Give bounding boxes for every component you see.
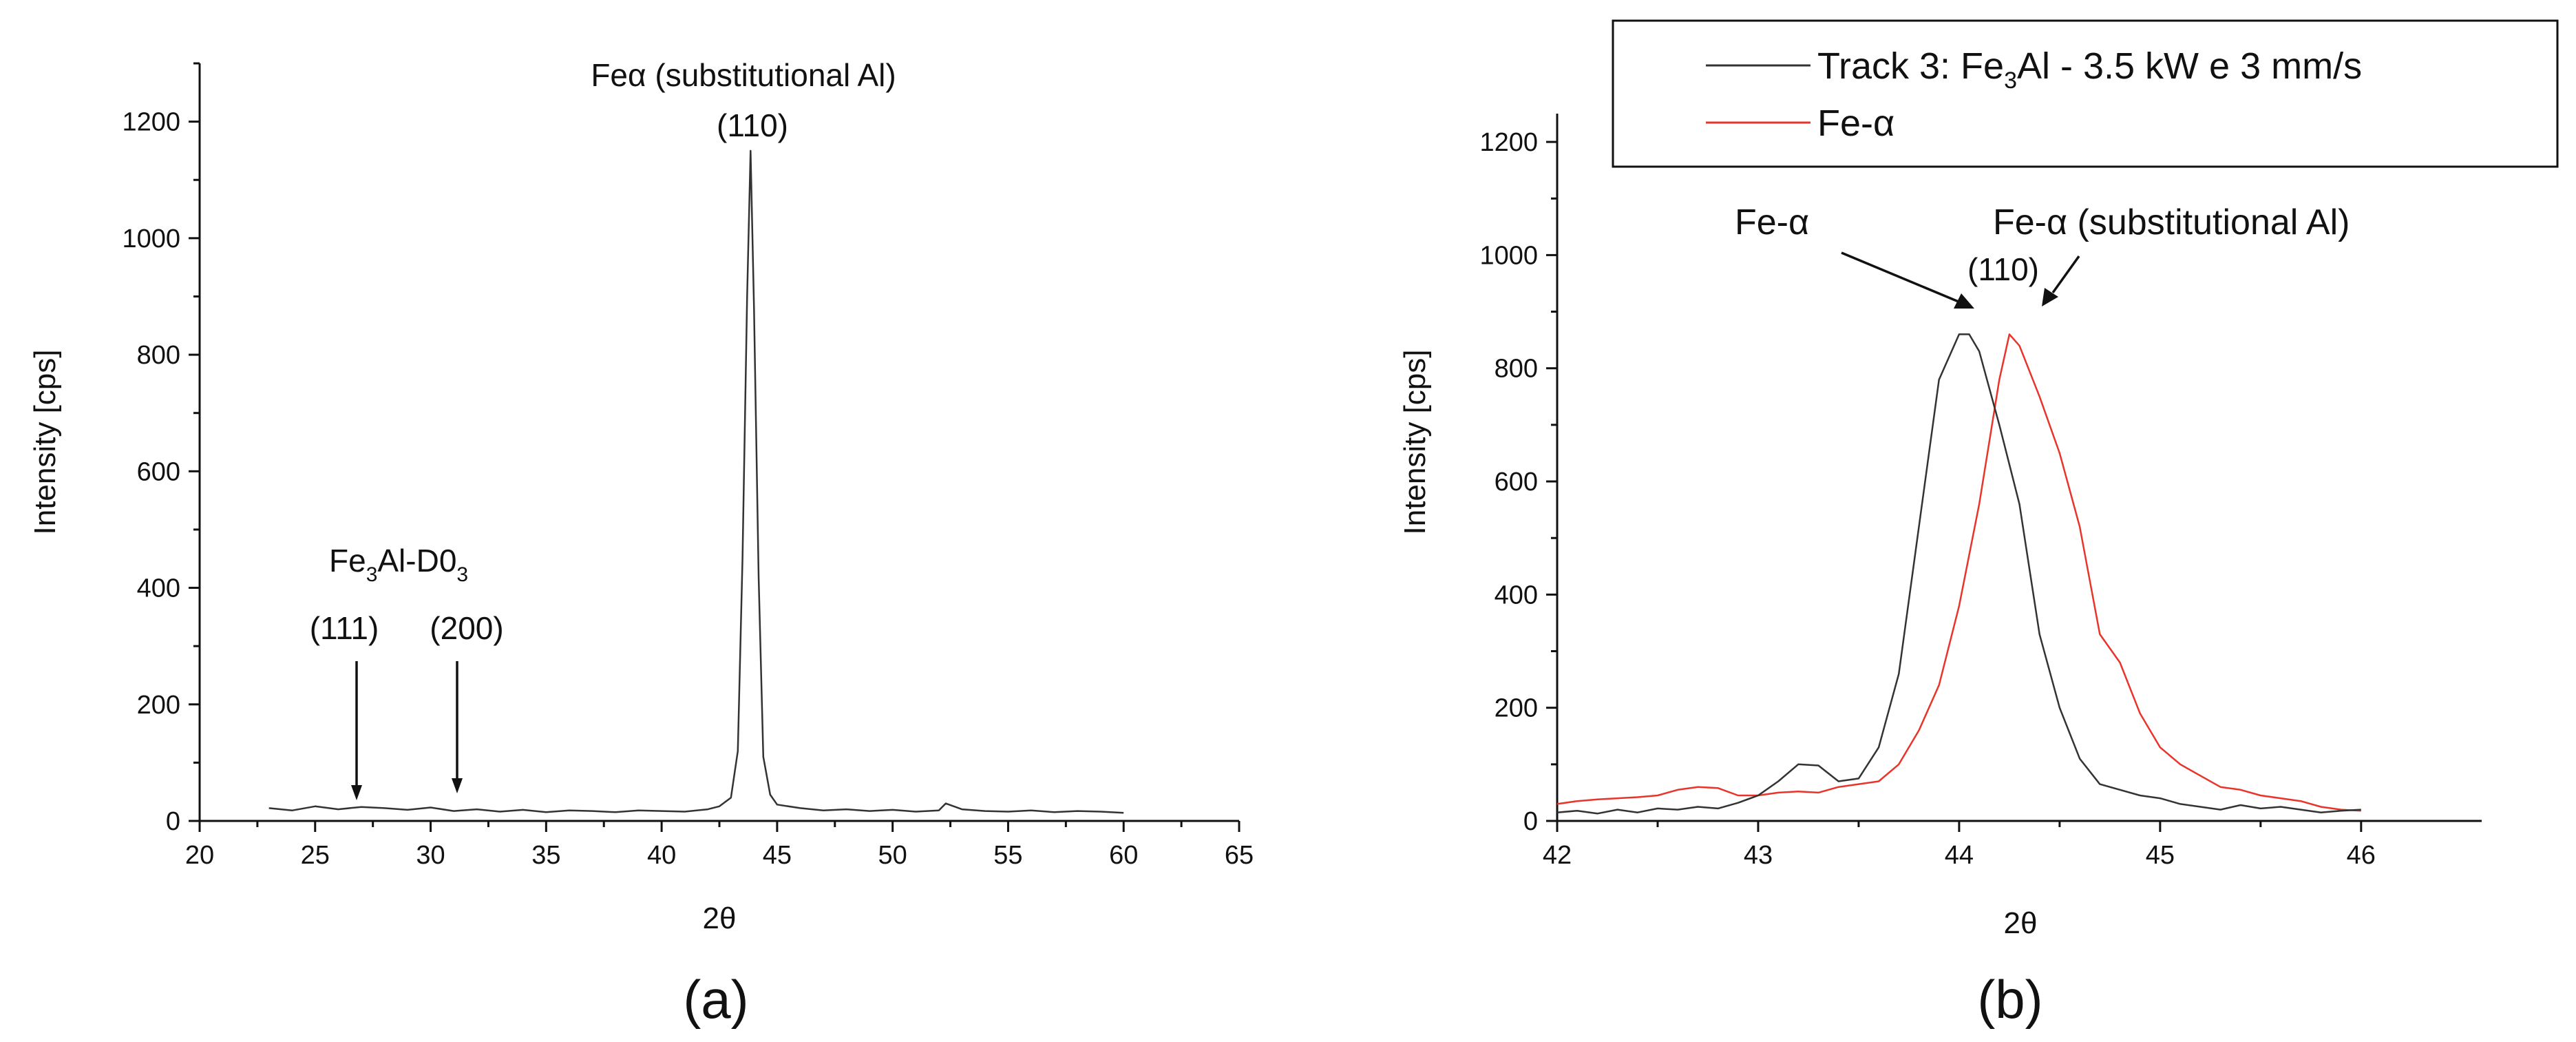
y-tick-label: 400 <box>1495 581 1538 609</box>
legend-label-fe-alpha: Fe-α <box>1817 103 1894 144</box>
y-tick-label: 600 <box>1495 468 1538 497</box>
x-tick-label: 46 <box>2347 841 2376 870</box>
series-line-a <box>268 149 1124 814</box>
y-tick-label: 1200 <box>122 108 180 137</box>
legend: Track 3: Fe3Al - 3.5 kW e 3 mm/s Fe-α <box>1612 19 2559 168</box>
x-axis-title-b: 2θ <box>2004 906 2038 940</box>
x-tick-label: 45 <box>763 841 792 870</box>
annot-peak-hkl-b: (110) <box>1967 251 2039 287</box>
x-tick-label: 30 <box>416 841 445 870</box>
x-tick-label: 40 <box>647 841 676 870</box>
phase-label-sub1: 3 <box>366 563 378 586</box>
y-tick-label: 1200 <box>1479 128 1538 157</box>
series-line-track3 <box>1556 333 2361 815</box>
arrow-fe-alpha <box>1841 251 1974 309</box>
y-tick-label: 200 <box>137 691 180 720</box>
legend-label-track3: Track 3: Fe3Al - 3.5 kW e 3 mm/s <box>1817 45 2362 94</box>
peak-label-a: Feα (substitutional Al) <box>591 57 896 93</box>
x-tick-label: 42 <box>1543 841 1572 870</box>
y-axis-title-a: Intensity [cps] <box>28 349 62 534</box>
chart-panel-b: 42 43 44 45 46 0 200 400 600 800 1000 1200 Intensit… <box>1398 19 2559 1030</box>
arrow-111 <box>351 661 362 800</box>
annot-fe-alpha: Fe-α <box>1735 202 1809 242</box>
x-tick-label: 44 <box>1945 841 1974 870</box>
x-tick-label: 20 <box>185 841 214 870</box>
hkl-111-label-a: (111) <box>310 610 379 646</box>
y-tick-label: 200 <box>1495 694 1538 723</box>
axis-ticks-b: 42 43 44 45 46 0 200 400 600 800 1000 1200 <box>1479 128 2376 870</box>
legend-track3-pre: Track 3: Fe <box>1817 45 2004 87</box>
y-tick-label: 400 <box>137 574 180 603</box>
legend-track3-sub: 3 <box>2004 67 2017 94</box>
series-line-fe-alpha <box>1556 333 2361 812</box>
y-tick-label: 800 <box>1495 355 1538 384</box>
x-tick-label: 43 <box>1744 841 1773 870</box>
y-tick-label: 0 <box>166 807 180 836</box>
x-tick-label: 45 <box>2146 841 2175 870</box>
y-tick-label: 1000 <box>1479 241 1538 270</box>
phase-label-sub2: 3 <box>456 563 468 586</box>
x-tick-label: 25 <box>301 841 330 870</box>
chart-panel-a: 20 25 30 35 40 45 50 55 60 65 0 200 400 600 800 1000 120… <box>28 57 1254 1030</box>
panel-label-a: (a) <box>683 969 748 1030</box>
peak-hkl-label-a: (110) <box>717 107 788 143</box>
annot-fe-alpha-substitutional: Fe-α (substitutional Al) <box>1993 202 2350 242</box>
x-tick-label: 50 <box>878 841 907 870</box>
y-axis-title-b: Intensity [cps] <box>1398 349 1432 534</box>
x-tick-label: 55 <box>993 841 1022 870</box>
y-tick-label: 600 <box>137 457 180 486</box>
arrow-fe-alpha-substitutional <box>2042 255 2080 306</box>
phase-label-a: Fe3Al-D03 <box>329 543 468 586</box>
panel-label-b: (b) <box>1977 969 2042 1030</box>
x-tick-label: 60 <box>1109 841 1138 870</box>
y-tick-label: 1000 <box>122 225 180 253</box>
phase-label-fe: Fe <box>329 543 366 579</box>
x-tick-label: 65 <box>1225 841 1254 870</box>
hkl-200-label-a: (200) <box>430 610 503 646</box>
x-tick-label: 35 <box>531 841 560 870</box>
axis-ticks-a: 20 25 30 35 40 45 50 55 60 65 0 200 400 600 800 1000 120… <box>122 62 1254 870</box>
y-tick-label: 800 <box>137 341 180 370</box>
phase-label-al-d0: Al-D0 <box>377 543 456 579</box>
y-tick-label: 0 <box>1523 807 1538 836</box>
x-axis-title-a: 2θ <box>703 902 737 935</box>
legend-box <box>1612 19 2559 168</box>
arrow-200 <box>452 661 463 793</box>
legend-track3-post: Al - 3.5 kW e 3 mm/s <box>2017 45 2362 87</box>
